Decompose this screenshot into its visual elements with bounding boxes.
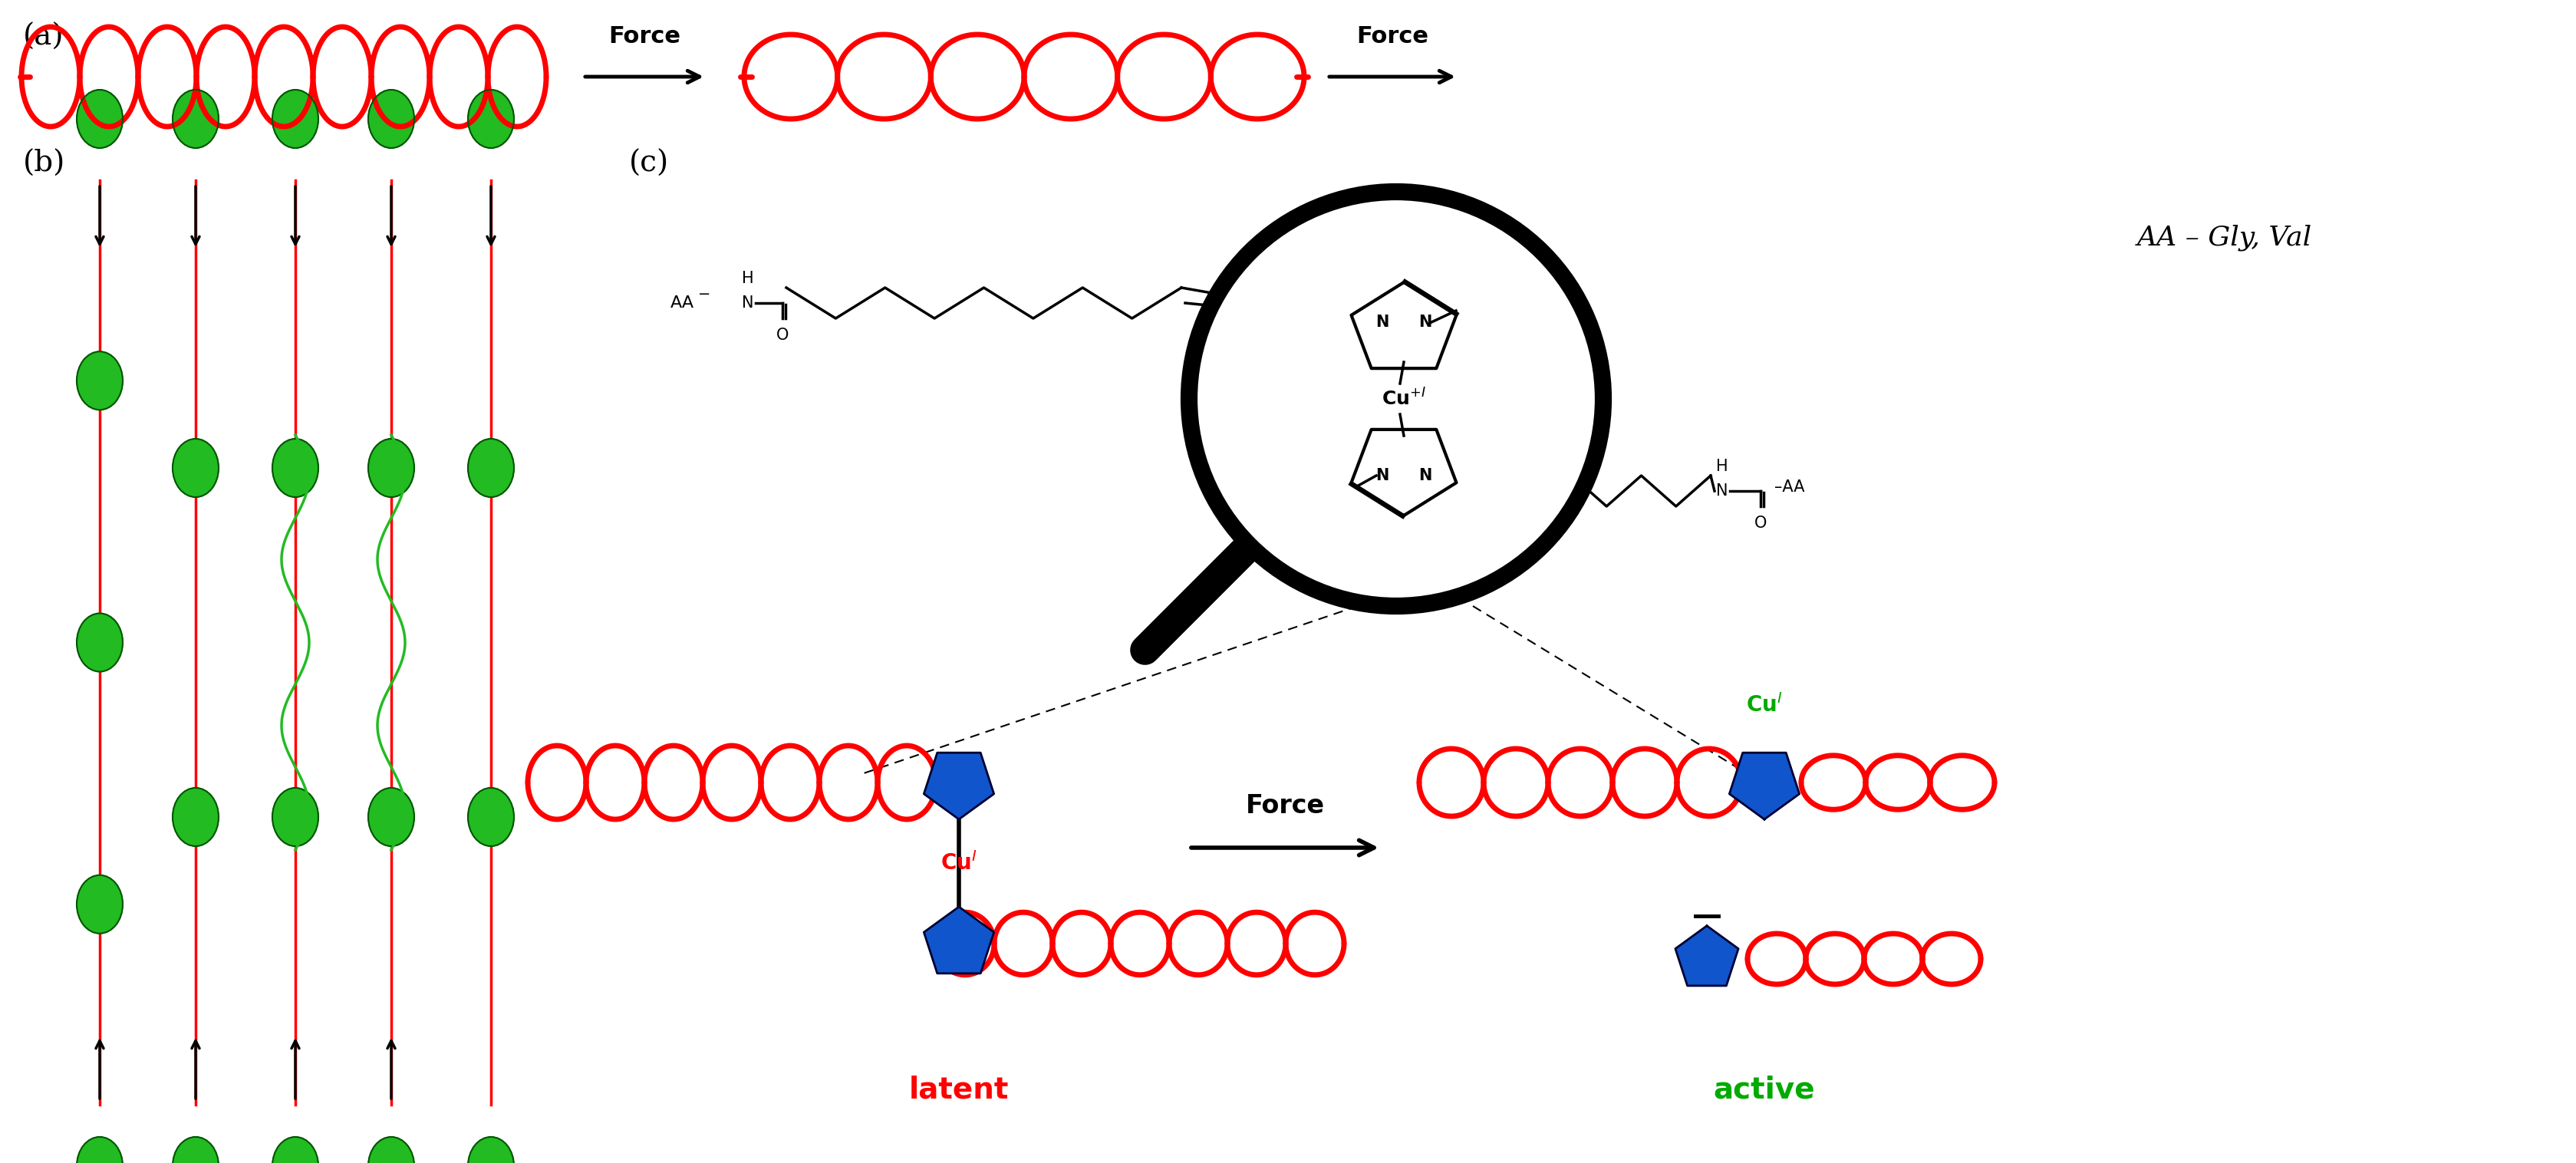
Ellipse shape	[173, 1137, 219, 1163]
Text: –AA: –AA	[1775, 479, 1806, 494]
Text: AA: AA	[670, 295, 696, 311]
Text: Force: Force	[608, 26, 680, 48]
Ellipse shape	[273, 787, 319, 847]
Text: O: O	[775, 328, 788, 343]
Polygon shape	[1352, 429, 1455, 515]
Ellipse shape	[469, 438, 515, 497]
Ellipse shape	[77, 875, 124, 934]
Text: N: N	[1716, 484, 1728, 499]
Ellipse shape	[173, 438, 219, 497]
Ellipse shape	[368, 438, 415, 497]
Circle shape	[1190, 192, 1602, 606]
Text: O: O	[1754, 515, 1767, 530]
Text: −: −	[698, 286, 711, 301]
Text: active: active	[1713, 1075, 1816, 1104]
Text: Force: Force	[1244, 793, 1324, 819]
Ellipse shape	[173, 90, 219, 148]
Text: N: N	[1419, 314, 1432, 330]
Ellipse shape	[368, 787, 415, 847]
Text: N: N	[742, 295, 755, 311]
Text: Cu$^{+I}$: Cu$^{+I}$	[1381, 388, 1427, 409]
Polygon shape	[925, 907, 994, 973]
Ellipse shape	[368, 1137, 415, 1163]
Text: N: N	[1419, 468, 1432, 484]
Polygon shape	[1352, 283, 1455, 369]
Text: (b): (b)	[23, 150, 64, 178]
Ellipse shape	[273, 1137, 319, 1163]
Polygon shape	[925, 752, 994, 819]
Text: N: N	[1376, 314, 1388, 330]
Text: Cu$^I$: Cu$^I$	[940, 851, 976, 875]
Polygon shape	[1674, 926, 1739, 986]
Text: latent: latent	[909, 1075, 1010, 1104]
Text: H: H	[742, 271, 755, 286]
Text: AA – Gly, Val: AA – Gly, Val	[2138, 224, 2313, 251]
Text: (a): (a)	[23, 23, 64, 51]
Ellipse shape	[77, 613, 124, 672]
Text: Force: Force	[1358, 26, 1427, 48]
Text: (c): (c)	[629, 150, 670, 178]
Ellipse shape	[368, 90, 415, 148]
Text: N: N	[1376, 468, 1388, 484]
Ellipse shape	[273, 438, 319, 497]
Text: Cu$^I$: Cu$^I$	[1747, 693, 1783, 716]
Polygon shape	[1728, 752, 1801, 819]
Ellipse shape	[469, 90, 515, 148]
Ellipse shape	[273, 90, 319, 148]
Ellipse shape	[77, 90, 124, 148]
Text: H: H	[1716, 458, 1728, 475]
Ellipse shape	[77, 351, 124, 409]
Ellipse shape	[77, 1137, 124, 1163]
Ellipse shape	[469, 1137, 515, 1163]
Ellipse shape	[173, 787, 219, 847]
Ellipse shape	[469, 787, 515, 847]
